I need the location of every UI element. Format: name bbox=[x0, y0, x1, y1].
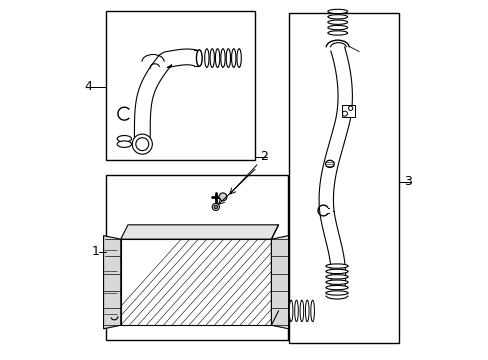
Polygon shape bbox=[121, 239, 271, 325]
Circle shape bbox=[219, 193, 226, 201]
Ellipse shape bbox=[327, 20, 347, 24]
Circle shape bbox=[212, 203, 219, 211]
Ellipse shape bbox=[221, 49, 224, 67]
Ellipse shape bbox=[327, 9, 347, 14]
Ellipse shape bbox=[327, 15, 347, 19]
Bar bbox=[341, 105, 354, 117]
Ellipse shape bbox=[117, 141, 131, 147]
Ellipse shape bbox=[231, 49, 235, 67]
Circle shape bbox=[136, 138, 148, 150]
Text: 3: 3 bbox=[403, 175, 411, 188]
Polygon shape bbox=[271, 235, 288, 329]
Ellipse shape bbox=[215, 49, 219, 67]
Ellipse shape bbox=[305, 300, 308, 321]
Text: 4: 4 bbox=[84, 80, 92, 93]
Ellipse shape bbox=[325, 291, 347, 295]
Ellipse shape bbox=[325, 264, 347, 268]
Polygon shape bbox=[121, 225, 278, 239]
Bar bbox=[106, 175, 287, 339]
Ellipse shape bbox=[196, 50, 202, 66]
Ellipse shape bbox=[327, 26, 347, 30]
Circle shape bbox=[342, 111, 346, 116]
Ellipse shape bbox=[226, 49, 230, 67]
Text: 1: 1 bbox=[92, 245, 100, 258]
Ellipse shape bbox=[327, 31, 347, 35]
Bar bbox=[289, 13, 398, 343]
Ellipse shape bbox=[289, 300, 292, 321]
Ellipse shape bbox=[210, 49, 214, 67]
Ellipse shape bbox=[310, 300, 314, 321]
Ellipse shape bbox=[237, 49, 241, 67]
Text: 2: 2 bbox=[260, 150, 267, 163]
Ellipse shape bbox=[300, 300, 303, 321]
Polygon shape bbox=[103, 235, 121, 329]
Ellipse shape bbox=[294, 300, 298, 321]
Ellipse shape bbox=[325, 280, 347, 284]
Ellipse shape bbox=[325, 275, 347, 279]
Ellipse shape bbox=[117, 135, 131, 142]
Ellipse shape bbox=[325, 285, 347, 290]
Ellipse shape bbox=[325, 160, 333, 167]
Circle shape bbox=[348, 106, 352, 111]
Bar bbox=[106, 12, 255, 160]
Circle shape bbox=[214, 205, 217, 209]
Ellipse shape bbox=[325, 269, 347, 274]
Ellipse shape bbox=[204, 49, 208, 67]
Circle shape bbox=[132, 134, 152, 154]
